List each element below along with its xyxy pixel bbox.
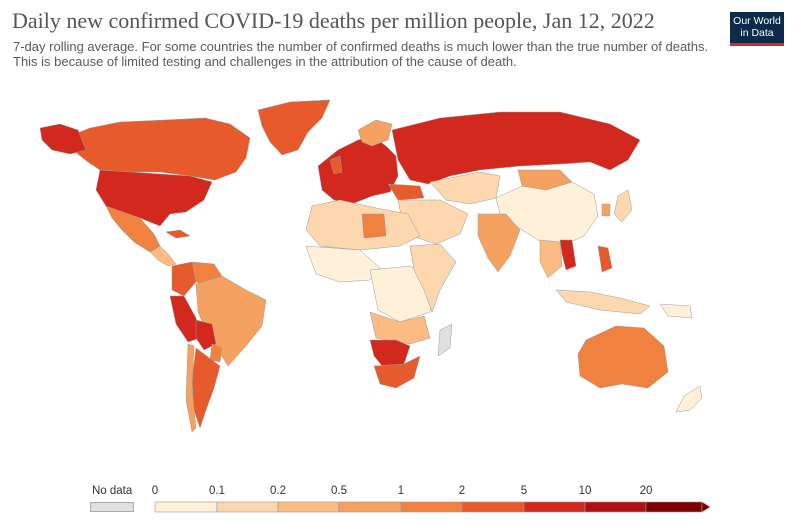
legend-bin-label: 0 [151,485,159,497]
region-bolivia[interactable] [195,319,217,351]
legend: No data 0 0.1 0.2 0.5 1 2 5 10 20 [0,480,800,523]
legend-bin-label: 20 [639,485,653,497]
region-argentina[interactable] [191,347,221,429]
region-colombia[interactable] [171,261,197,297]
region-madagascar[interactable] [437,323,453,357]
region-central-africa[interactable] [369,265,435,323]
region-scandinavia[interactable] [357,119,393,147]
legend-bin-label: 1 [397,485,405,497]
region-canada[interactable] [59,117,251,181]
region-png[interactable] [659,303,693,319]
legend-color-scale[interactable] [0,500,800,516]
legend-bin-label: 0.5 [331,485,347,497]
region-central-america[interactable] [149,245,177,267]
region-alaska[interactable] [39,123,87,155]
region-paraguay[interactable] [209,343,223,363]
legend-bin-label: 5 [520,485,528,497]
region-india[interactable] [477,213,521,273]
legend-swatch[interactable] [461,501,525,513]
legend-no-data-label: No data [92,485,133,497]
region-russia[interactable] [391,111,641,185]
region-west-africa[interactable] [305,245,381,283]
region-southern-africa-north[interactable] [369,311,431,345]
legend-swatch[interactable] [338,501,402,513]
legend-swatch[interactable] [216,501,279,513]
legend-swatch[interactable] [154,501,218,513]
legend-swatch[interactable] [645,501,703,513]
region-philippines[interactable] [597,245,613,273]
legend-swatch[interactable] [277,501,340,513]
region-libya[interactable] [361,213,387,239]
legend-no-data-swatch[interactable] [90,502,134,512]
legend-bin-label: 0.1 [209,485,225,497]
legend-bin-label: 2 [458,485,466,497]
legend-bin-label: 10 [578,485,592,497]
logo-line-2: in Data [740,27,774,39]
region-brazil[interactable] [195,275,267,367]
region-australia[interactable] [577,325,669,389]
region-east-africa[interactable] [409,243,457,313]
legend-swatch[interactable] [400,501,463,513]
region-korea[interactable] [601,203,611,217]
chart-title: Daily new confirmed COVID-19 deaths per … [12,8,655,33]
chart-subtitle: 7-day rolling average. For some countrie… [13,39,709,69]
owid-logo[interactable]: Our World in Data [730,12,784,46]
region-greenland[interactable] [257,99,331,156]
region-turkey[interactable] [387,183,425,201]
region-chile[interactable] [185,343,197,433]
region-indonesia[interactable] [555,289,651,315]
region-new-zealand[interactable] [675,385,703,413]
region-peru[interactable] [169,295,201,343]
region-vietnam[interactable] [559,239,577,271]
region-se-asia[interactable] [539,239,563,279]
legend-swatch[interactable] [584,501,647,513]
legend-bin-label: 0.2 [270,485,286,497]
region-cuba[interactable] [165,229,191,239]
region-united-states[interactable] [95,169,213,227]
world-map [39,99,703,433]
region-japan[interactable] [613,189,633,223]
region-south-africa[interactable] [373,355,421,389]
logo-line-1: Our World [733,15,781,27]
legend-arrow-tip [701,501,711,513]
region-europe[interactable] [317,135,399,205]
legend-swatch[interactable] [523,501,586,513]
region-uk[interactable] [329,155,343,175]
